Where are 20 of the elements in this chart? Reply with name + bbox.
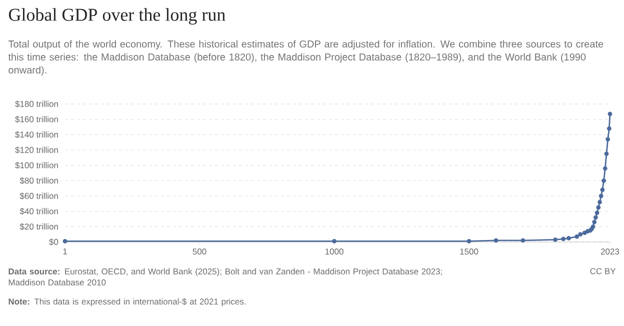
text: Note: This data is expressed in international-$ at 2021 prices. [8,298,246,306]
y-tick-label: $60 trillion [20,192,58,200]
y-tick-label: $20 trillion [20,223,58,230]
y-tick-label: $180 trillion [15,100,58,108]
x-tick-label: 500 [192,248,206,255]
text: CC BY [590,268,616,274]
x-tick-label: 1000 [325,248,344,255]
x-tick-label: 1 [63,248,67,254]
chart-subtitle: Total output of the world economy. These historical estimates of GDP are adjusted for inflation. We combine three sources to create this time series: the Maddison Database (before 1820), the Maddison Project Database (1820–1989), and the World Bank (1990 onward). [8,40,604,76]
text: Data source: Eurostat, OECD, and World Bank (2025); Bolt and van Zanden - Maddison Project Database 2023; Maddison Database 2010 [8,268,442,286]
y-tick-label: $40 trillion [20,208,58,215]
chart-title: Global GDP over the long run [8,8,226,25]
y-tick-label: $100 trillion [15,162,58,169]
y-tick-label: $160 trillion [15,116,58,123]
x-tick-label: 1500 [460,248,478,255]
y-tick-label: $80 trillion [20,177,58,184]
y-tick-label: $140 trillion [15,131,58,138]
y-tick-label: $0 [49,238,58,246]
y-tick-label: $120 trillion [15,146,58,154]
x-tick-label: 2023 [600,248,620,255]
